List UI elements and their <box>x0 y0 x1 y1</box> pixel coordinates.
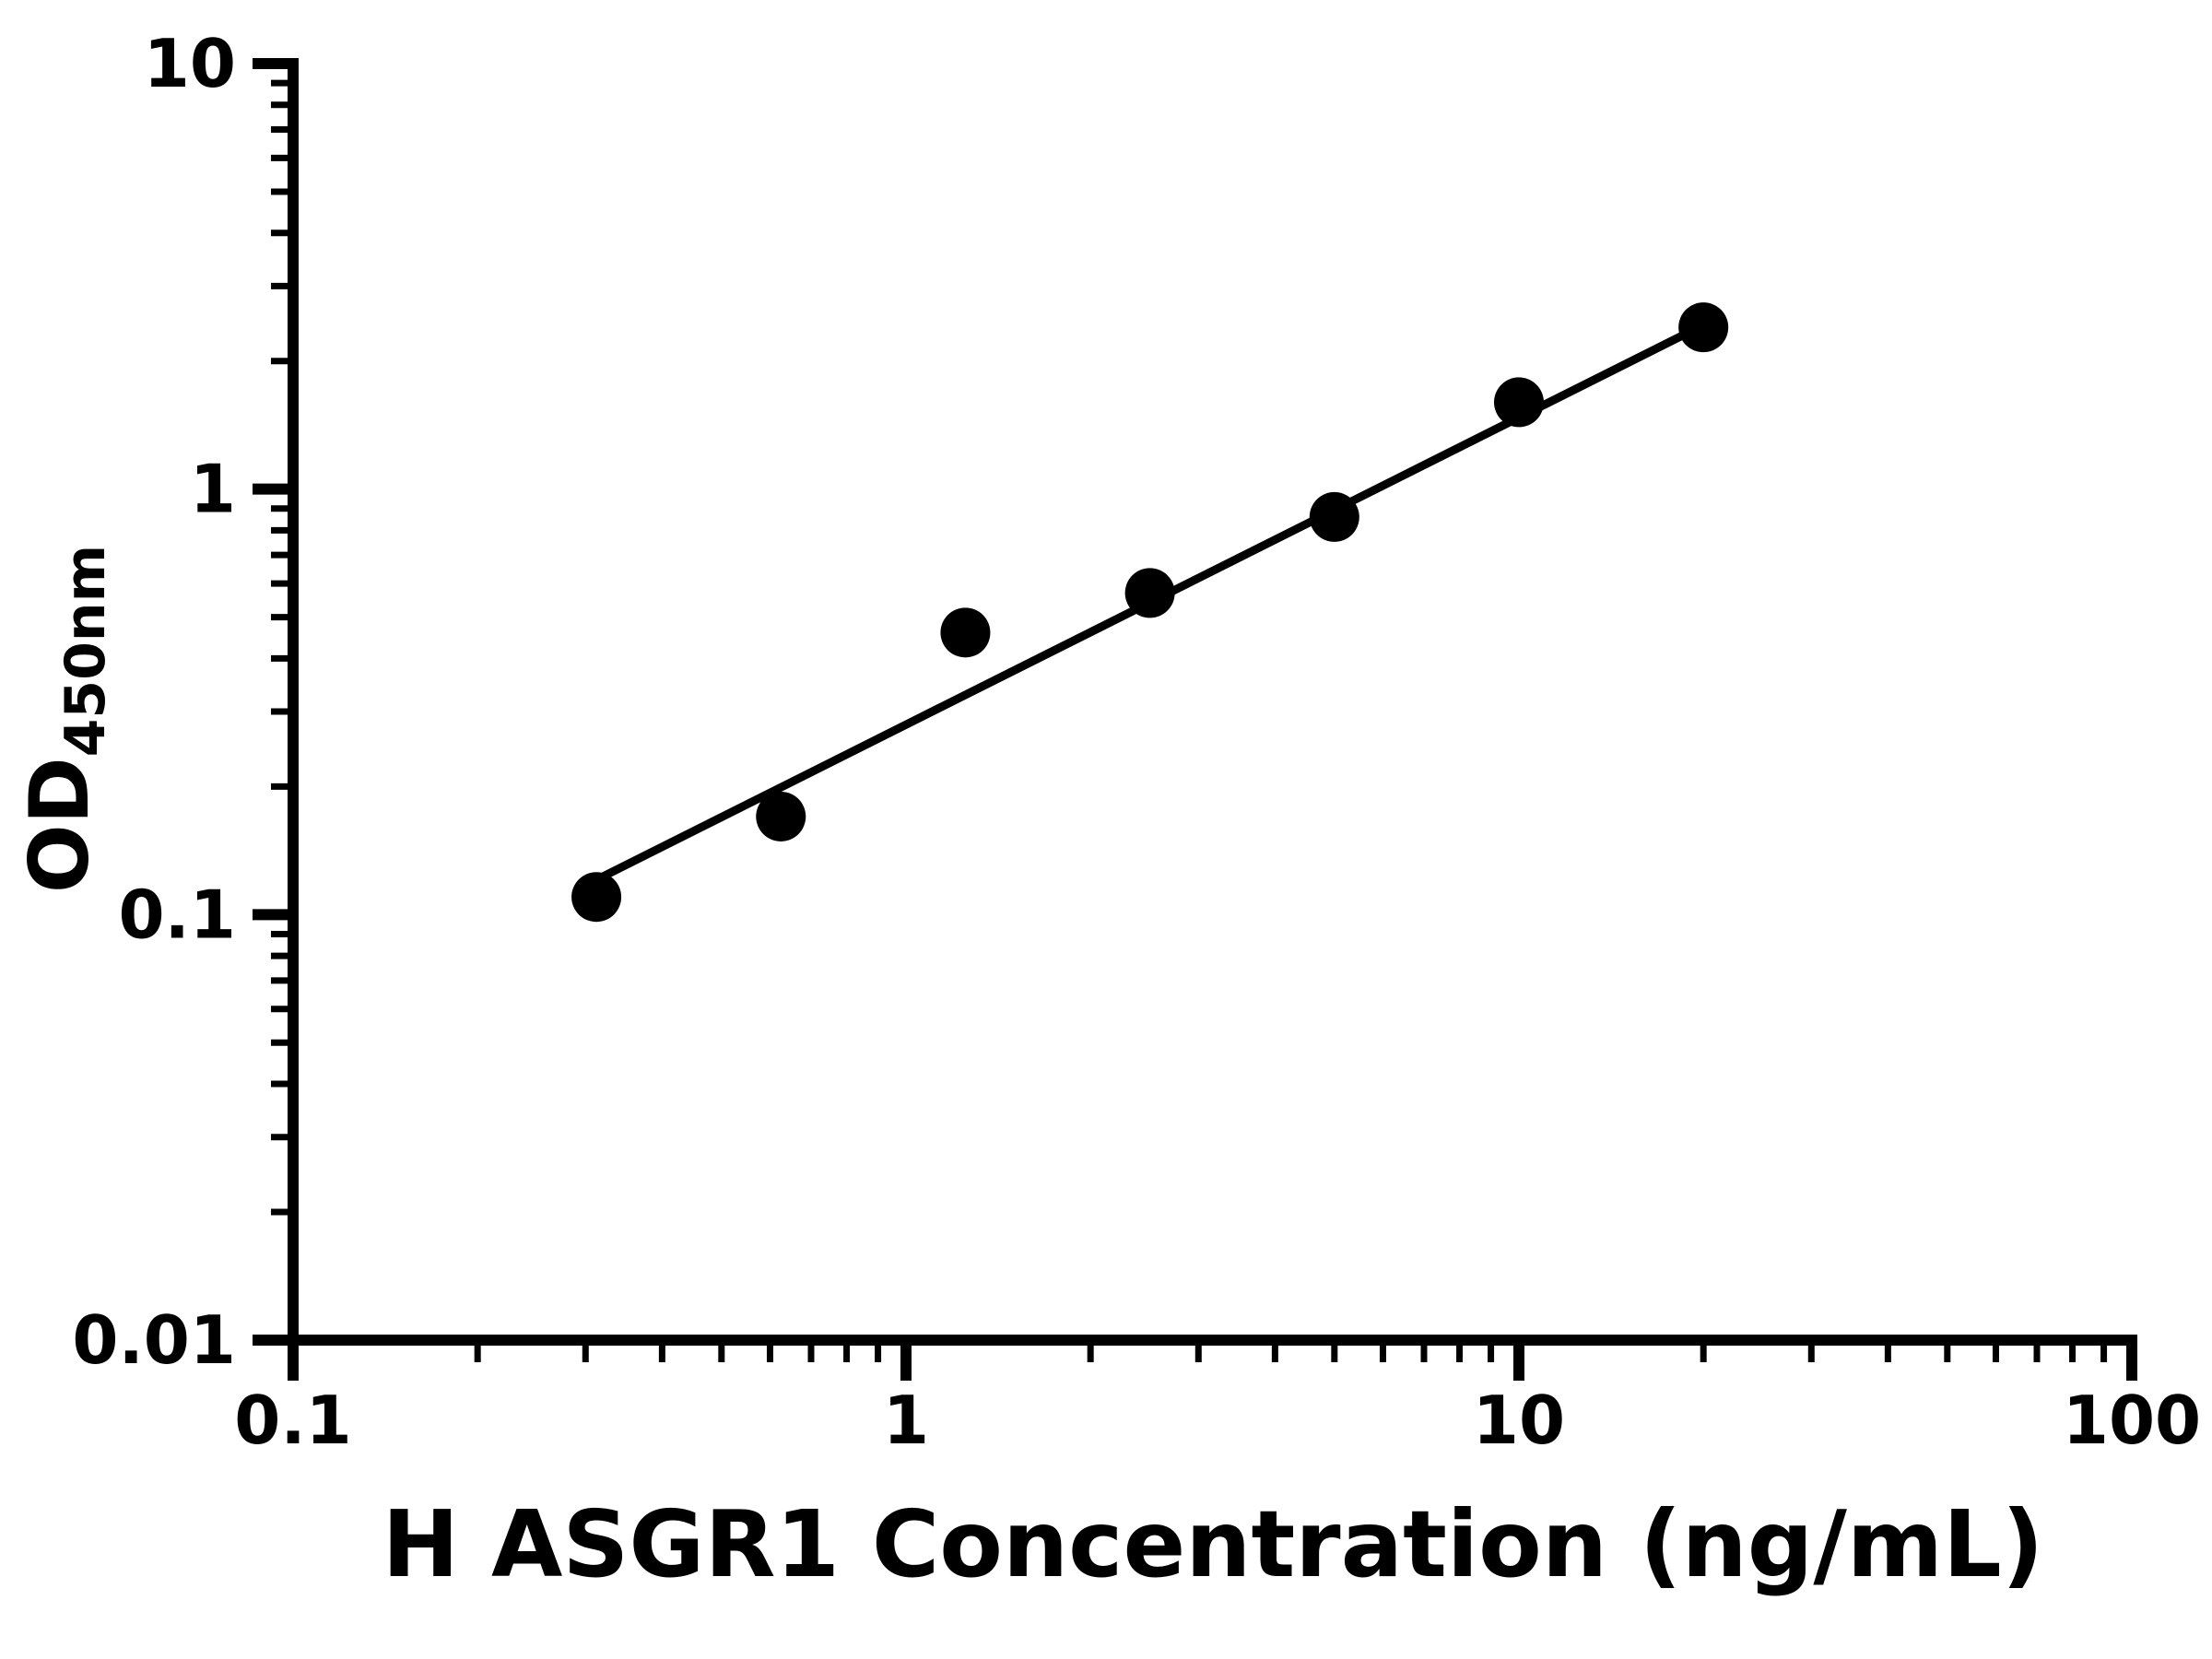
y-tick-label: 10 <box>144 25 236 102</box>
y-axis-title: OD450nm <box>12 545 118 893</box>
data-point <box>756 791 806 841</box>
series-layer <box>571 302 1729 923</box>
ticks-layer <box>253 58 2137 1381</box>
x-tick-label: 1 <box>883 1382 929 1459</box>
data-point <box>1309 491 1359 542</box>
y-tick-label: 1 <box>190 451 236 528</box>
x-tick-label: 100 <box>2063 1382 2201 1459</box>
axes-layer <box>288 58 2137 1346</box>
data-point <box>1124 568 1175 618</box>
data-point <box>1494 377 1544 428</box>
y-axis-title-main: OD <box>12 757 107 893</box>
data-point <box>571 872 622 923</box>
y-tick-label: 0.01 <box>72 1301 236 1379</box>
data-point <box>1678 302 1729 353</box>
y-axis-title-subscript: 450nm <box>53 545 118 757</box>
x-axis-title: H ASGR1 Concentration (ng/mL) <box>382 1490 2044 1598</box>
x-tick-label: 10 <box>1473 1382 1565 1459</box>
y-tick-label: 0.1 <box>118 876 236 953</box>
x-tick-label: 0.1 <box>234 1382 352 1459</box>
data-point <box>940 607 991 658</box>
